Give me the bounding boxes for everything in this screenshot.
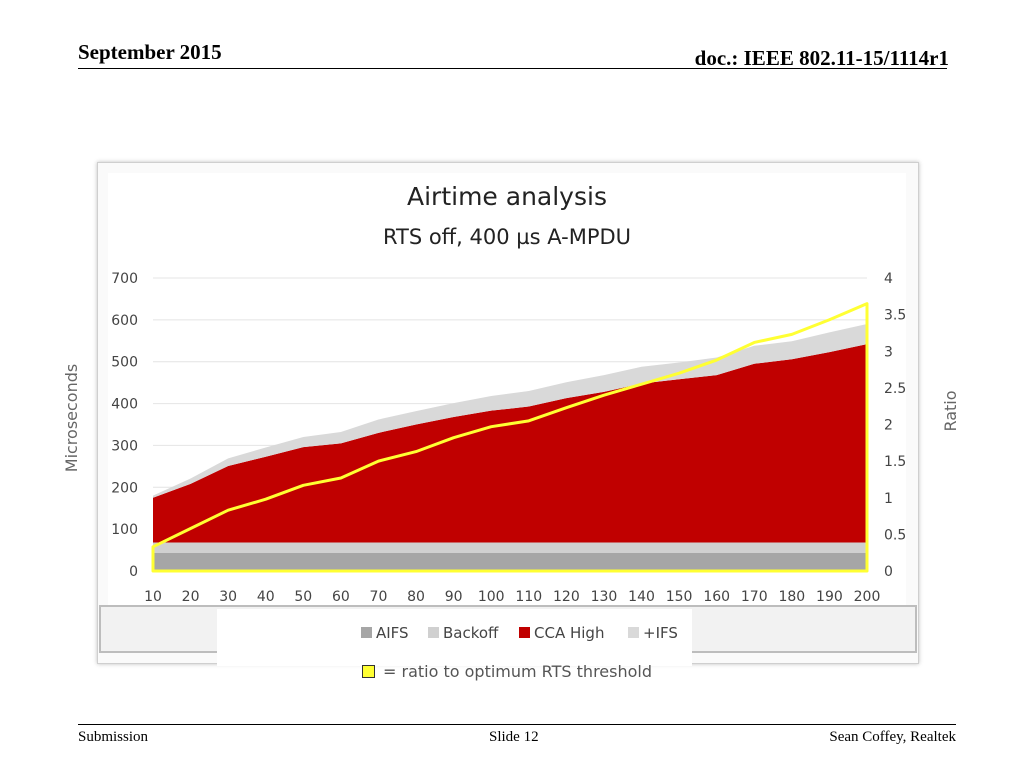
y2-tick-label: 1	[884, 491, 893, 507]
x-tick-label: 100	[478, 589, 505, 605]
chart-subtitle: RTS off, 400 µs A-MPDU	[383, 225, 631, 249]
legend-swatch	[519, 627, 530, 638]
legend-label: AIFS	[376, 624, 409, 642]
ratio-point	[716, 359, 718, 361]
legend-swatch	[628, 627, 639, 638]
x-tick-label: 130	[591, 589, 618, 605]
ratio-legend: = ratio to optimum RTS threshold	[362, 662, 652, 681]
y2-tick-label: 2	[884, 418, 893, 434]
footer-submission: Submission	[78, 729, 149, 745]
ratio-point	[152, 546, 154, 548]
ratio-point	[377, 460, 379, 462]
legend-label: CCA High	[534, 624, 604, 642]
x-tick-label: 20	[182, 589, 200, 605]
y-axis-ticks: 0 100 200 300 400 500 600 700	[111, 271, 138, 580]
ratio-point	[190, 528, 192, 530]
y-tick-label: 600	[111, 313, 138, 329]
legend-swatch	[361, 627, 372, 638]
y-tick-label: 100	[111, 522, 138, 538]
footer-slide-number: Slide 12	[489, 729, 539, 745]
x-tick-label: 50	[294, 589, 312, 605]
y-tick-label: 400	[111, 397, 138, 413]
area-cca-high	[153, 344, 867, 543]
legend-label: +IFS	[643, 624, 678, 642]
x-tick-label: 110	[515, 589, 542, 605]
x-tick-label: 90	[445, 589, 463, 605]
ratio-point	[528, 420, 530, 422]
x-tick-label: 10	[144, 589, 162, 605]
legend-label: Backoff	[443, 624, 499, 642]
x-tick-label: 160	[703, 589, 730, 605]
x-tick-label: 190	[816, 589, 843, 605]
y2-tick-label: 3	[884, 344, 893, 360]
ratio-point	[265, 498, 267, 500]
x-tick-label: 180	[778, 589, 805, 605]
y2-tick-label: 0.5	[884, 527, 906, 543]
legend-swatch	[428, 627, 439, 638]
ratio-series	[151, 302, 869, 573]
x-tick-label: 200	[854, 589, 881, 605]
y-tick-label: 700	[111, 271, 138, 287]
footer-rule	[78, 724, 956, 725]
header-doc-id: doc.: IEEE 802.11-15/1114r1	[694, 46, 949, 70]
x-tick-label: 80	[407, 589, 425, 605]
y2-tick-label: 2.5	[884, 381, 906, 397]
ratio-point	[490, 426, 492, 428]
y2-axis-label: Ratio	[941, 390, 960, 431]
y2-tick-label: 0	[884, 564, 893, 580]
area--ifs	[153, 324, 867, 498]
ratio-point	[866, 303, 868, 305]
x-tick-label: 70	[370, 589, 388, 605]
x-tick-label: 30	[219, 589, 237, 605]
ratio-point	[302, 484, 304, 486]
ratio-point	[340, 477, 342, 479]
chart-title: Airtime analysis	[407, 182, 607, 211]
footer-author: Sean Coffey, Realtek	[829, 729, 956, 745]
ratio-point	[791, 333, 793, 335]
x-tick-label: 140	[628, 589, 655, 605]
ratio-point	[565, 407, 567, 409]
x-axis-ticks: 10 20 30 40 50 60 70 80 90 100 110 120 130 140 150 160 1…	[144, 589, 880, 605]
x-tick-label: 170	[741, 589, 768, 605]
header-date: September 2015	[78, 40, 222, 64]
x-tick-label: 120	[553, 589, 580, 605]
y2-tick-label: 4	[884, 271, 893, 287]
ratio-point	[678, 372, 680, 374]
area-aifs	[153, 553, 867, 571]
y-tick-label: 300	[111, 438, 138, 454]
legend-panel	[217, 609, 692, 666]
ratio-legend-label: = ratio to optimum RTS threshold	[383, 662, 652, 681]
y-tick-label: 500	[111, 355, 138, 371]
stacked-areas	[153, 324, 867, 571]
ratio-point	[453, 437, 455, 439]
y-tick-label: 0	[129, 564, 138, 580]
ratio-legend-swatch	[362, 665, 375, 678]
area-backoff	[153, 542, 867, 554]
ratio-point	[753, 341, 755, 343]
y2-tick-label: 1.5	[884, 454, 906, 470]
ratio-point	[641, 383, 643, 385]
header-rule	[78, 68, 947, 69]
ratio-point	[603, 394, 605, 396]
y-tick-label: 200	[111, 480, 138, 496]
ratio-point	[415, 451, 417, 453]
y2-axis-ticks: 0 0.5 1 1.5 2 2.5 3 3.5 4	[884, 271, 906, 580]
x-tick-label: 60	[332, 589, 350, 605]
y-axis-label: Microseconds	[62, 364, 81, 472]
x-tick-label: 150	[666, 589, 693, 605]
ratio-point	[227, 509, 229, 511]
y2-tick-label: 3.5	[884, 308, 906, 324]
chart-legend: AIFS Backoff CCA High +IFS	[361, 624, 678, 642]
ratio-point	[828, 319, 830, 321]
x-tick-label: 40	[257, 589, 275, 605]
